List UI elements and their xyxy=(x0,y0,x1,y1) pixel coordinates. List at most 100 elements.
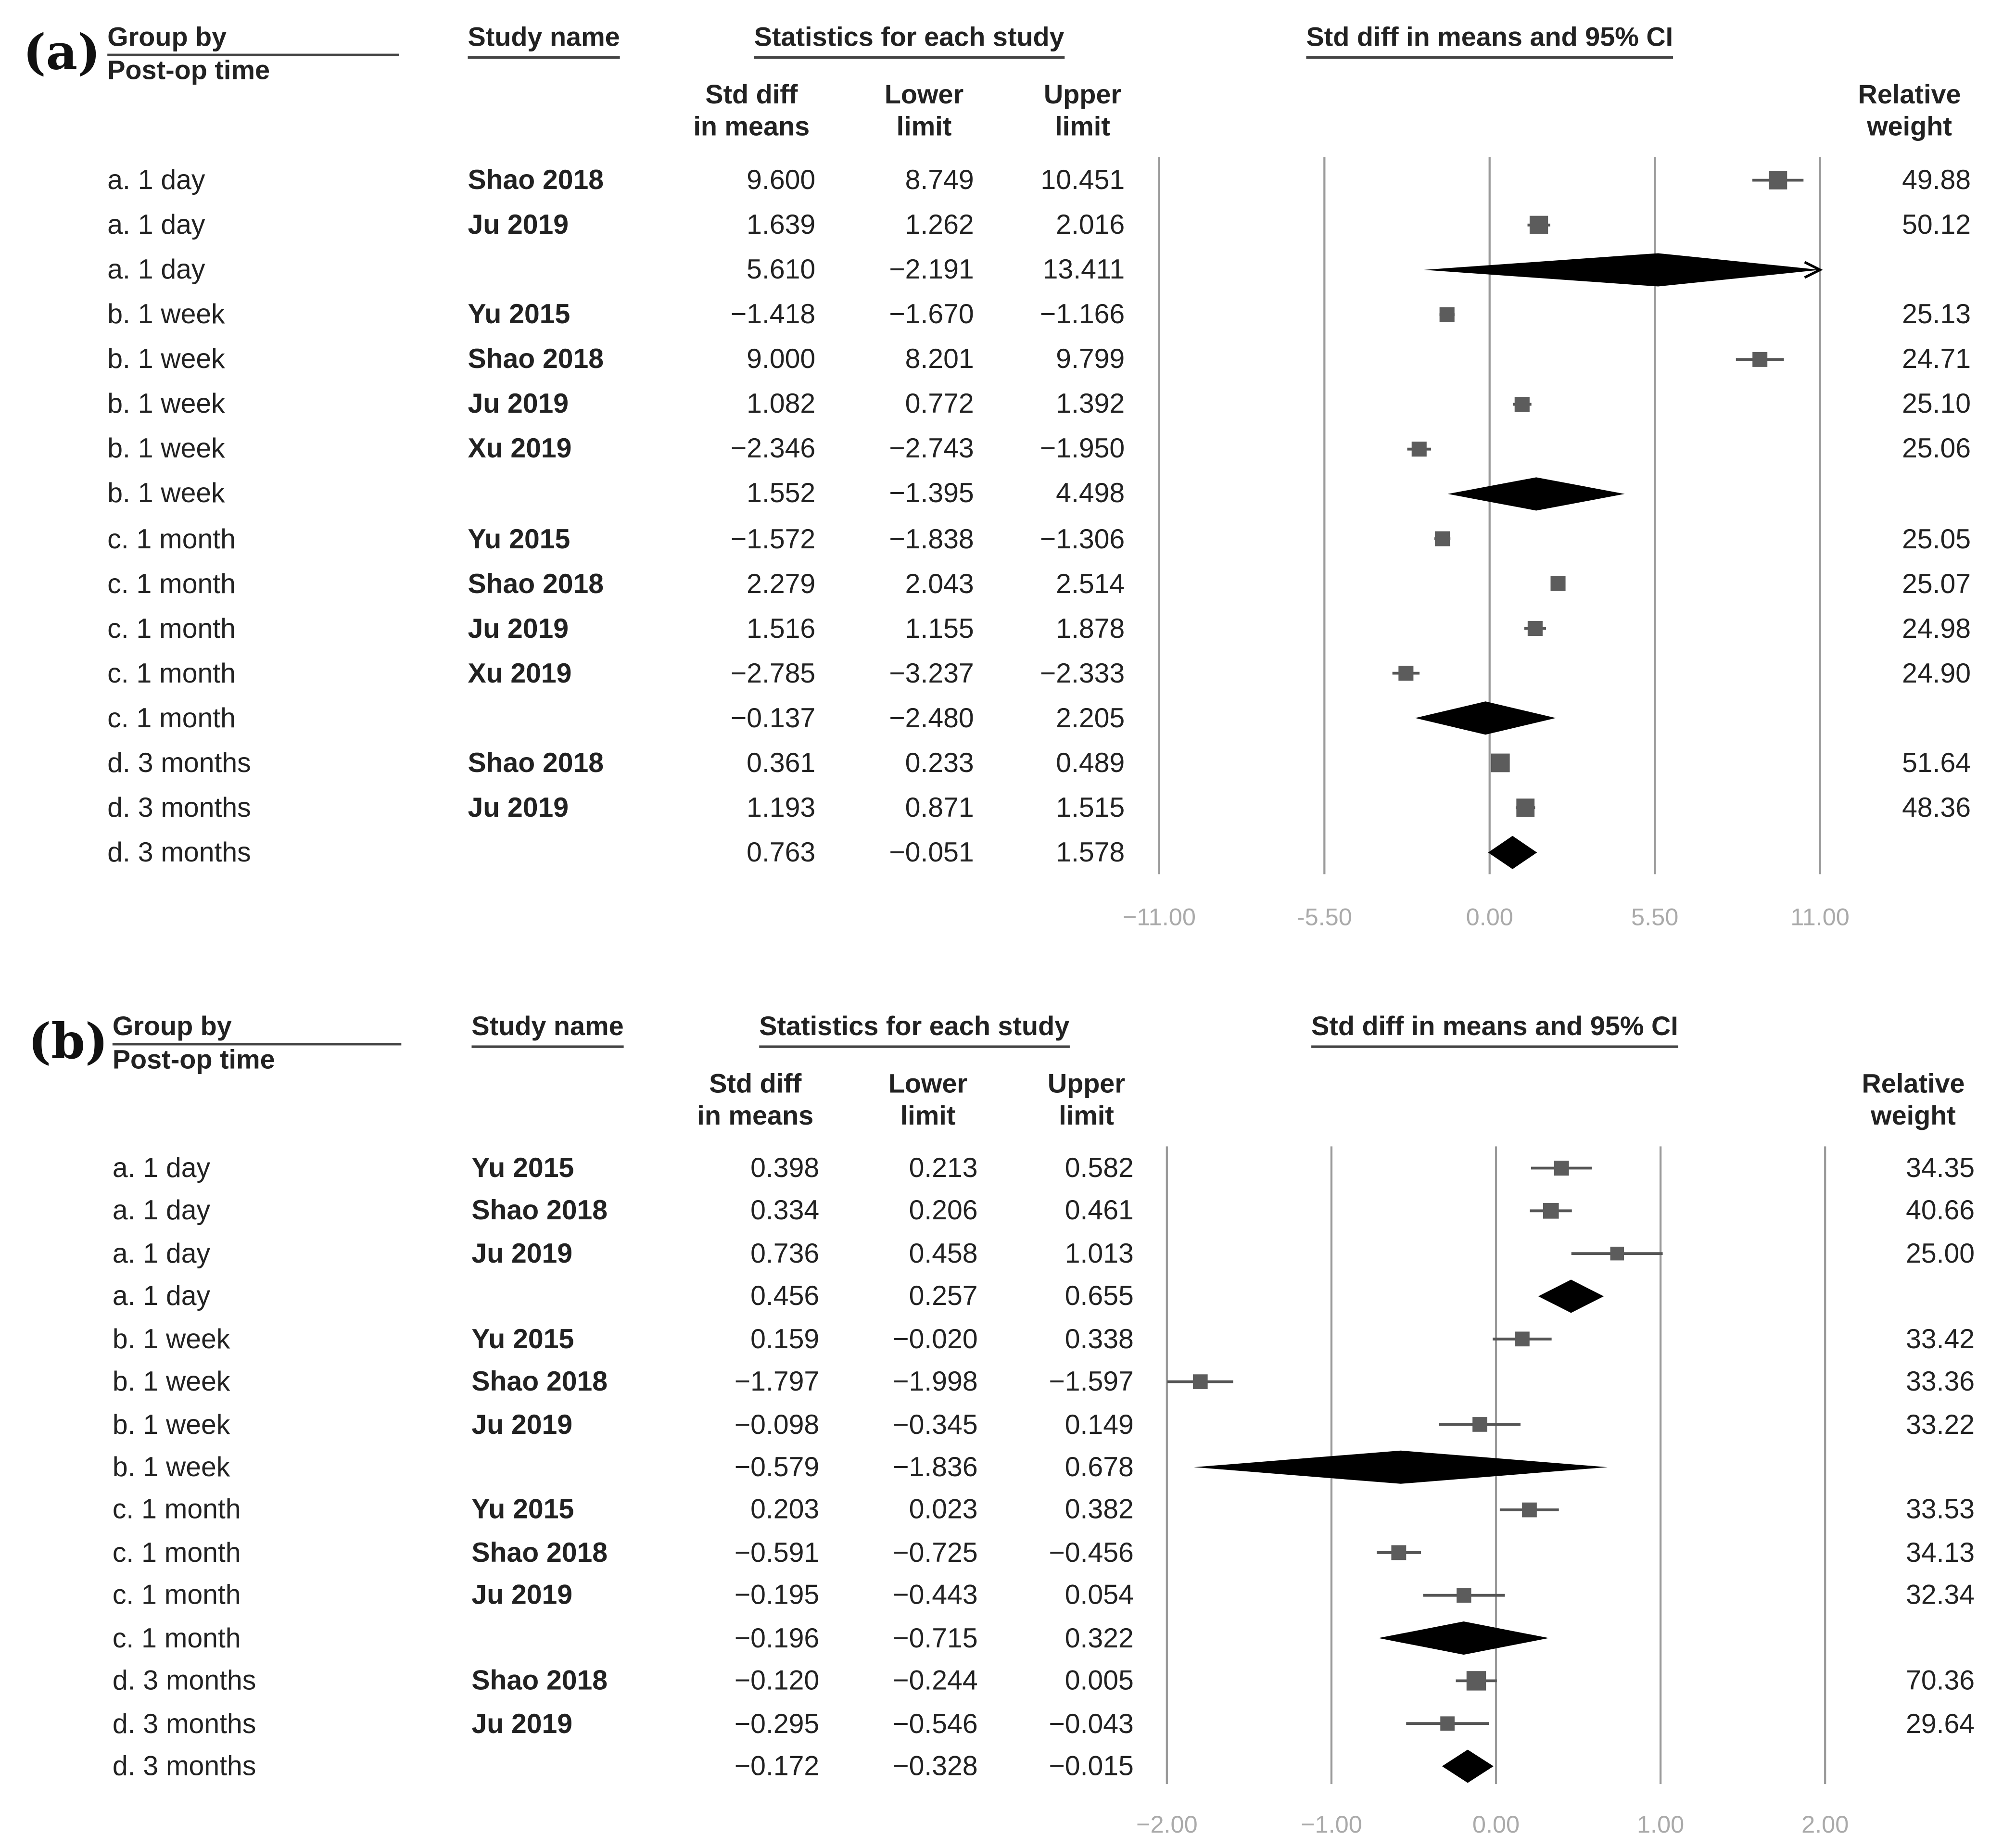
group-cell: b. 1 week xyxy=(107,299,225,330)
effect-box xyxy=(1514,396,1530,412)
tick-label: 0.00 xyxy=(1466,903,1513,931)
group-cell: d. 3 months xyxy=(112,1708,256,1739)
study-cell: Ju 2019 xyxy=(468,792,569,823)
group-cell: a. 1 day xyxy=(107,254,205,285)
group-by-header: Group by xyxy=(112,1012,232,1042)
study-cell: Yu 2015 xyxy=(468,299,570,330)
group-cell: a. 1 day xyxy=(112,1281,211,1312)
group-cell: b. 1 week xyxy=(112,1366,230,1397)
lower-limit-cell: −1.998 xyxy=(893,1366,978,1397)
group-cell: c. 1 month xyxy=(107,658,236,689)
study-cell: Shao 2018 xyxy=(471,1195,608,1227)
study-cell: Shao 2018 xyxy=(468,747,604,778)
lower-limit-cell: 1.262 xyxy=(905,209,974,240)
upper-limit-cell: 1.392 xyxy=(1056,389,1125,420)
upper-limit-cell: 2.016 xyxy=(1056,209,1125,240)
group-cell: b. 1 week xyxy=(107,389,225,420)
lower-line2: limit xyxy=(896,112,952,142)
study-cell: Shao 2018 xyxy=(468,165,604,196)
study-cell: Ju 2019 xyxy=(471,1580,573,1611)
upper-limit-cell: 0.005 xyxy=(1065,1665,1134,1696)
group-cell: c. 1 month xyxy=(112,1537,241,1568)
lower-limit-cell: −2.480 xyxy=(889,702,974,734)
summary-diamond xyxy=(1378,1621,1549,1655)
weight-cell: 50.12 xyxy=(1902,209,1971,240)
effect-box xyxy=(1529,215,1548,234)
weight-cell: 24.71 xyxy=(1902,344,1971,375)
lower-limit-cell: 0.023 xyxy=(909,1494,978,1525)
lower-limit-header: Lower limit xyxy=(869,79,979,143)
upper-limit-cell: 1.515 xyxy=(1056,792,1125,823)
std-diff-cell: 1.639 xyxy=(747,209,816,240)
std-diff-cell: 9.000 xyxy=(747,344,816,375)
lower-limit-cell: −1.836 xyxy=(893,1452,978,1483)
lower-limit-cell: −0.328 xyxy=(893,1751,978,1782)
study-cell: Shao 2018 xyxy=(471,1665,608,1696)
upper-limit-cell: −1.950 xyxy=(1039,433,1125,465)
std-diff-cell: 0.159 xyxy=(750,1323,820,1354)
std-diff-cell: 0.456 xyxy=(750,1281,820,1312)
effect-box xyxy=(1610,1246,1624,1261)
panel-label: (a) xyxy=(23,23,101,81)
effect-box xyxy=(1192,1374,1208,1389)
upper-line1: Upper xyxy=(1043,80,1122,110)
group-cell: d. 3 months xyxy=(107,747,251,778)
lower-limit-cell: −1.838 xyxy=(889,523,974,554)
effect-box xyxy=(1554,1161,1569,1176)
group-header-rule xyxy=(112,1043,402,1046)
group-cell: c. 1 month xyxy=(112,1580,241,1611)
group-cell: a. 1 day xyxy=(112,1195,211,1227)
lower-limit-cell: −0.345 xyxy=(893,1409,978,1440)
upper-limit-cell: 0.461 xyxy=(1065,1195,1134,1227)
weight-line1: Relative xyxy=(1862,1069,1965,1100)
effect-box xyxy=(1543,1203,1559,1219)
group-header-rule xyxy=(107,53,399,56)
weight-cell: 33.36 xyxy=(1906,1366,1975,1397)
panel-label: (b) xyxy=(28,1012,108,1070)
lower-limit-cell: −2.191 xyxy=(889,254,974,285)
upper-line1: Upper xyxy=(1047,1069,1126,1100)
std-diff-cell: −0.137 xyxy=(730,702,816,734)
study-name-header: Study name xyxy=(471,1012,624,1048)
study-cell: Ju 2019 xyxy=(471,1409,573,1440)
weight-cell: 33.53 xyxy=(1906,1494,1975,1525)
panel-a: (a) Group by Post-op time Study name Sta… xyxy=(23,23,1971,931)
study-cell: Ju 2019 xyxy=(468,209,569,240)
upper-limit-cell: 1.013 xyxy=(1065,1238,1134,1269)
tick-label: 0.00 xyxy=(1472,1810,1520,1838)
weight-cell: 34.35 xyxy=(1906,1152,1975,1184)
std-diff-cell: 0.361 xyxy=(747,747,816,778)
study-cell: Ju 2019 xyxy=(468,613,569,644)
std-diff-cell: 0.763 xyxy=(747,837,816,868)
lower-limit-cell: −3.237 xyxy=(889,658,974,689)
lower-limit-cell: 1.155 xyxy=(905,613,974,644)
std-diff-header: Std diff in means xyxy=(690,79,813,143)
upper-limit-cell: −1.306 xyxy=(1039,523,1125,554)
weight-cell: 51.64 xyxy=(1902,747,1971,778)
effect-box xyxy=(1466,1671,1486,1691)
std-diff-cell: −0.195 xyxy=(734,1580,820,1611)
weight-cell: 24.90 xyxy=(1902,658,1971,689)
weight-cell: 48.36 xyxy=(1902,792,1971,823)
group-cell: c. 1 month xyxy=(112,1622,241,1654)
std-diff-cell: −0.172 xyxy=(734,1751,820,1782)
upper-limit-cell: 4.498 xyxy=(1056,479,1125,509)
summary-diamond xyxy=(1447,477,1625,511)
lower-limit-cell: 0.458 xyxy=(909,1238,978,1269)
group-cell: a. 1 day xyxy=(112,1152,211,1184)
upper-limit-cell: 0.582 xyxy=(1065,1152,1134,1184)
lower-limit-cell: 8.201 xyxy=(905,344,974,375)
effect-box xyxy=(1411,442,1427,457)
lower-limit-cell: −0.725 xyxy=(893,1537,978,1568)
tick-label: -5.50 xyxy=(1297,903,1352,931)
effect-box xyxy=(1391,1545,1407,1560)
summary-diamond xyxy=(1193,1450,1608,1484)
effect-box xyxy=(1398,666,1414,681)
panel-b: (b) Group by Post-op time Study name Sta… xyxy=(0,992,1990,1848)
tick-label: 11.00 xyxy=(1790,903,1850,931)
lower-limit-cell: −1.395 xyxy=(889,479,974,509)
upper-limit-cell: 0.054 xyxy=(1065,1580,1134,1611)
group-cell: c. 1 month xyxy=(107,568,236,599)
study-cell: Shao 2018 xyxy=(471,1366,608,1397)
lower-line1: Lower xyxy=(888,1069,968,1100)
